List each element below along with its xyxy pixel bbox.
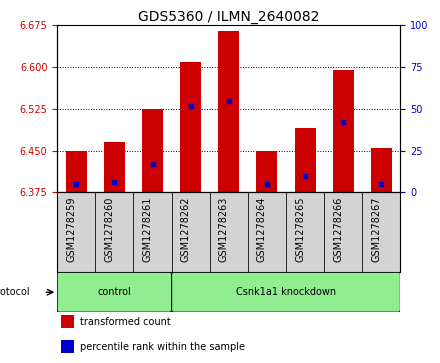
Bar bbox=[95, 192, 133, 272]
Point bbox=[225, 98, 232, 103]
Bar bbox=[180, 62, 201, 192]
FancyBboxPatch shape bbox=[57, 272, 172, 312]
Bar bbox=[61, 315, 74, 328]
Point bbox=[149, 161, 156, 167]
Text: GSM1278263: GSM1278263 bbox=[219, 196, 229, 262]
Point bbox=[340, 119, 347, 125]
Text: GSM1278265: GSM1278265 bbox=[295, 196, 305, 262]
Bar bbox=[324, 192, 362, 272]
Point bbox=[301, 173, 308, 179]
Bar bbox=[257, 151, 278, 192]
Text: GSM1278260: GSM1278260 bbox=[104, 196, 114, 262]
Text: GSM1278261: GSM1278261 bbox=[143, 196, 153, 262]
Bar bbox=[61, 340, 74, 353]
Bar bbox=[172, 192, 210, 272]
Text: percentile rank within the sample: percentile rank within the sample bbox=[80, 342, 245, 352]
Text: GSM1278267: GSM1278267 bbox=[371, 196, 381, 262]
Point bbox=[378, 181, 385, 187]
Point bbox=[111, 179, 118, 185]
Text: protocol: protocol bbox=[0, 287, 30, 297]
Text: GSM1278266: GSM1278266 bbox=[333, 196, 343, 262]
Text: control: control bbox=[98, 287, 131, 297]
Bar bbox=[333, 70, 354, 192]
Bar bbox=[133, 192, 172, 272]
Point bbox=[264, 181, 271, 187]
Point bbox=[187, 103, 194, 109]
Text: transformed count: transformed count bbox=[80, 317, 170, 327]
FancyBboxPatch shape bbox=[172, 272, 400, 312]
Point bbox=[73, 181, 80, 187]
Bar bbox=[104, 142, 125, 192]
Text: GSM1278262: GSM1278262 bbox=[181, 196, 191, 262]
Text: GSM1278264: GSM1278264 bbox=[257, 196, 267, 262]
Bar bbox=[371, 148, 392, 192]
Bar bbox=[286, 192, 324, 272]
Bar bbox=[57, 192, 95, 272]
Text: Csnk1a1 knockdown: Csnk1a1 knockdown bbox=[236, 287, 336, 297]
Title: GDS5360 / ILMN_2640082: GDS5360 / ILMN_2640082 bbox=[138, 11, 319, 24]
Bar bbox=[142, 109, 163, 192]
Bar bbox=[295, 129, 315, 192]
Bar bbox=[66, 151, 87, 192]
Bar bbox=[218, 31, 239, 192]
Text: GSM1278259: GSM1278259 bbox=[66, 196, 76, 262]
Bar bbox=[210, 192, 248, 272]
Bar bbox=[362, 192, 400, 272]
Bar bbox=[248, 192, 286, 272]
